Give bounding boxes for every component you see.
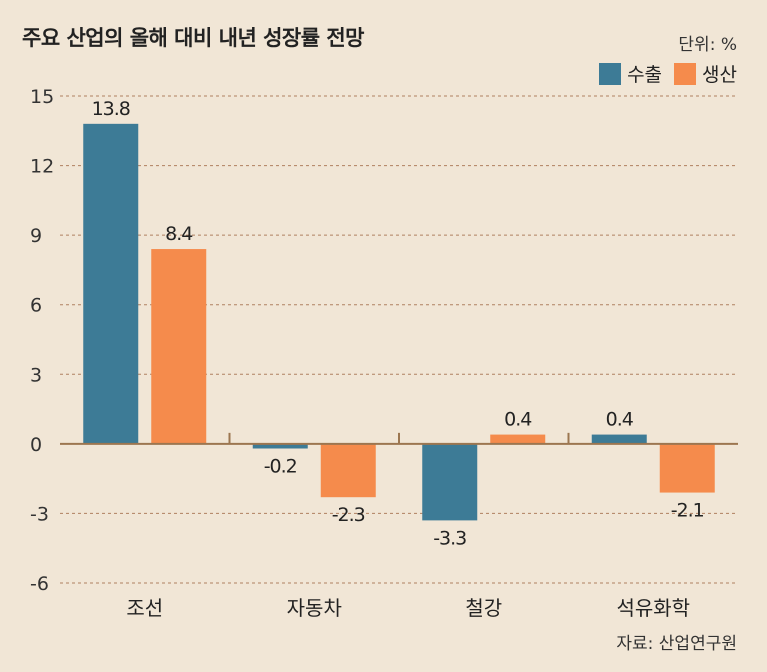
data-label: 0.4 bbox=[504, 409, 532, 431]
legend-item-production: 생산 bbox=[674, 60, 737, 87]
data-label: 13.8 bbox=[92, 98, 130, 120]
legend: 수출 생산 bbox=[599, 60, 737, 87]
bar-production bbox=[151, 249, 207, 444]
y-tick-label: 15 bbox=[30, 86, 54, 108]
legend-item-export: 수출 bbox=[599, 60, 662, 87]
x-category-label: 조선 bbox=[126, 596, 163, 620]
bar-export bbox=[252, 443, 308, 449]
data-label: -3.3 bbox=[433, 527, 466, 549]
bar-export bbox=[83, 123, 139, 444]
bar-production bbox=[659, 443, 715, 493]
data-label: -0.2 bbox=[264, 455, 297, 477]
y-tick-label: 12 bbox=[30, 156, 54, 178]
bar-production bbox=[490, 434, 546, 444]
bar-export bbox=[591, 434, 647, 444]
x-category-label: 석유화학 bbox=[616, 596, 690, 620]
data-label: -2.1 bbox=[671, 500, 704, 522]
bar-production bbox=[320, 443, 376, 498]
legend-swatch-production bbox=[674, 62, 697, 85]
legend-swatch-export bbox=[599, 62, 622, 85]
y-tick-label: -6 bbox=[30, 573, 49, 595]
data-label: 0.4 bbox=[606, 409, 634, 431]
chart-title: 주요 산업의 올해 대비 내년 성장률 전망 bbox=[22, 26, 365, 50]
source-note: 자료: 산업연구원 bbox=[616, 634, 737, 654]
y-tick-label: 9 bbox=[30, 225, 42, 247]
legend-label-production: 생산 bbox=[702, 64, 737, 86]
y-tick-label: 0 bbox=[30, 434, 42, 456]
legend-label-export: 수출 bbox=[627, 64, 663, 86]
x-category-label: 자동차 bbox=[287, 596, 342, 620]
x-category-label: 철강 bbox=[465, 596, 502, 620]
data-label: 8.4 bbox=[165, 223, 193, 245]
y-tick-label: 6 bbox=[30, 295, 42, 317]
unit-label: 단위: % bbox=[678, 35, 737, 55]
data-label: -2.3 bbox=[332, 504, 365, 526]
bar-export bbox=[422, 443, 478, 521]
y-tick-label: -3 bbox=[30, 503, 49, 525]
y-tick-label: 3 bbox=[30, 364, 42, 386]
